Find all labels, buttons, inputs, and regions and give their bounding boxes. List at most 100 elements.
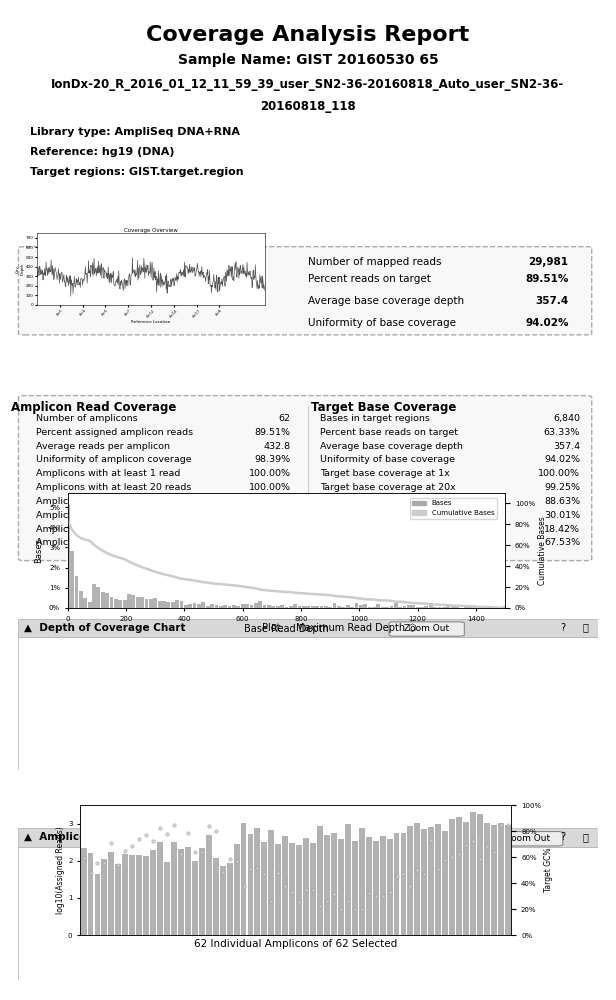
Bar xyxy=(262,605,267,608)
Bar xyxy=(175,600,179,608)
Text: ▲  Depth of Coverage Chart: ▲ Depth of Coverage Chart xyxy=(24,623,186,633)
Bar xyxy=(254,828,261,935)
Bar xyxy=(192,861,198,935)
Text: 29,981: 29,981 xyxy=(529,257,569,267)
Bar xyxy=(162,601,166,608)
Text: 100.00%: 100.00% xyxy=(538,469,580,478)
Bar xyxy=(403,606,407,608)
Bar xyxy=(115,864,121,935)
Text: IonDx-20_R_2016_01_12_11_59_39_user_SN2-36-20160818_Auto_user_SN2-36-: IonDx-20_R_2016_01_12_11_59_39_user_SN2-… xyxy=(51,78,565,91)
Bar xyxy=(241,604,245,608)
Bar xyxy=(228,606,232,608)
Text: Bases in target regions: Bases in target regions xyxy=(320,414,429,423)
Text: Amplicons with at least 100 reads: Amplicons with at least 100 reads xyxy=(36,497,197,506)
Bar xyxy=(463,822,469,935)
Bar xyxy=(436,824,441,935)
Bar xyxy=(394,833,400,935)
Bar xyxy=(303,838,309,935)
Bar xyxy=(282,836,288,935)
Text: Reference: hg19 (DNA): Reference: hg19 (DNA) xyxy=(30,147,174,157)
Bar xyxy=(101,592,105,608)
Bar xyxy=(505,825,511,935)
Text: Average base coverage depth: Average base coverage depth xyxy=(320,442,463,451)
Text: Amplicons reading end-to-end: Amplicons reading end-to-end xyxy=(36,538,179,547)
Bar xyxy=(350,607,354,608)
Title: Coverage Overview: Coverage Overview xyxy=(124,228,178,233)
Bar xyxy=(368,607,371,608)
Text: Uniformity of base coverage: Uniformity of base coverage xyxy=(320,455,455,464)
Text: Plot:: Plot: xyxy=(262,623,283,633)
Bar xyxy=(245,604,249,608)
Bar xyxy=(258,601,262,608)
Bar xyxy=(149,599,153,608)
Text: ⌕: ⌕ xyxy=(583,623,589,633)
Bar xyxy=(66,505,70,608)
Bar xyxy=(293,604,297,608)
Text: 99.25%: 99.25% xyxy=(544,483,580,492)
Bar xyxy=(206,606,209,608)
Text: Percent reads on target: Percent reads on target xyxy=(308,274,431,284)
Bar xyxy=(324,606,328,608)
Bar xyxy=(249,605,253,608)
Text: 30.01%: 30.01% xyxy=(544,511,580,520)
Bar xyxy=(214,605,218,608)
Text: Amplicons with at least 500 reads: Amplicons with at least 500 reads xyxy=(36,511,197,520)
Text: 94.02%: 94.02% xyxy=(525,318,569,328)
Bar xyxy=(219,606,223,608)
Text: 18.42%: 18.42% xyxy=(544,525,580,534)
Bar xyxy=(310,843,316,935)
FancyBboxPatch shape xyxy=(389,622,464,636)
Bar xyxy=(158,601,161,608)
Bar xyxy=(421,829,428,935)
Text: ?: ? xyxy=(560,623,565,633)
Bar xyxy=(199,848,205,935)
Text: Uniformity of base coverage: Uniformity of base coverage xyxy=(308,318,456,328)
Text: 100.00%: 100.00% xyxy=(249,483,291,492)
Bar xyxy=(131,595,136,608)
Bar xyxy=(136,597,140,608)
Bar xyxy=(424,606,428,608)
Bar xyxy=(180,601,184,608)
Text: Average base coverage depth: Average base coverage depth xyxy=(308,296,464,306)
Bar xyxy=(145,599,148,608)
Bar xyxy=(407,826,413,935)
Bar xyxy=(83,598,87,608)
Bar xyxy=(269,830,274,935)
X-axis label: Reference Location: Reference Location xyxy=(131,320,171,324)
Bar xyxy=(503,606,507,608)
Bar xyxy=(87,602,92,608)
Bar xyxy=(220,866,225,935)
Text: 62: 62 xyxy=(278,414,291,423)
Bar xyxy=(352,841,358,935)
Bar xyxy=(366,837,371,935)
FancyBboxPatch shape xyxy=(18,828,598,847)
Text: 22.58%: 22.58% xyxy=(254,525,291,534)
Bar xyxy=(298,606,301,608)
Bar xyxy=(338,839,344,935)
Bar xyxy=(87,853,94,935)
Bar xyxy=(136,855,142,935)
Bar xyxy=(328,607,332,608)
Y-axis label: Cov.
Depth: Cov. Depth xyxy=(15,263,24,275)
Bar xyxy=(411,605,415,608)
Text: ▲  Amplicon Coverage Chart: ▲ Amplicon Coverage Chart xyxy=(24,832,189,842)
Bar xyxy=(381,607,384,608)
Bar xyxy=(201,602,205,608)
Text: 89.51%: 89.51% xyxy=(254,428,291,437)
Text: Target bases with no strand bias: Target bases with no strand bias xyxy=(320,525,474,534)
Text: ?: ? xyxy=(560,832,565,842)
Text: Percent base reads on target: Percent base reads on target xyxy=(320,428,458,437)
Bar xyxy=(166,602,170,608)
Text: 63.33%: 63.33% xyxy=(544,428,580,437)
Bar xyxy=(376,604,380,608)
Bar xyxy=(442,831,448,935)
Text: 357.4: 357.4 xyxy=(535,296,569,306)
Bar xyxy=(484,823,490,935)
Bar xyxy=(140,597,144,608)
Bar xyxy=(280,605,284,608)
Bar xyxy=(118,600,122,608)
FancyBboxPatch shape xyxy=(18,396,592,561)
Text: 69.35%: 69.35% xyxy=(254,538,291,547)
Bar xyxy=(470,812,476,935)
Bar xyxy=(171,602,174,608)
